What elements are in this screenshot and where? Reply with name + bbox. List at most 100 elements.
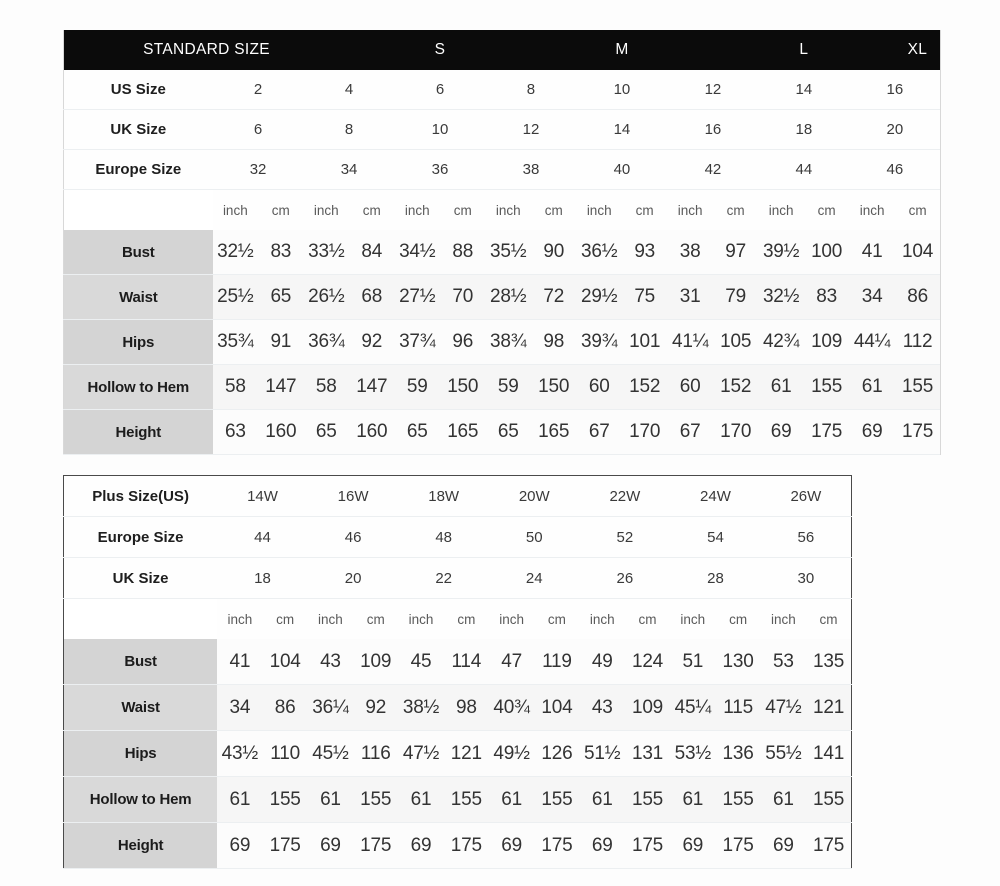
measurement-cell: 65 xyxy=(303,409,350,455)
size-cell: 20 xyxy=(849,109,941,150)
measurement-cell: 41¼ xyxy=(667,319,713,365)
measurement-cell: 49 xyxy=(579,639,625,685)
row-label-waist: Waist xyxy=(63,684,218,731)
measurement-cell: 116 xyxy=(353,730,399,777)
standard-size-table-container: STANDARD SIZE S M L XL US Size 2 4 6 8 10 12 14… xyxy=(63,30,941,455)
size-cell: 34 xyxy=(303,149,395,190)
measurement-cell: 59 xyxy=(394,364,440,410)
unit-label-inch: inch xyxy=(680,611,706,627)
measurement-cell: 175 xyxy=(715,822,761,869)
unit-label-cm: cm xyxy=(366,611,385,627)
measurement-cell: 60 xyxy=(576,364,622,410)
size-cell: 32 xyxy=(212,149,304,190)
unit-label-cm: cm xyxy=(638,611,657,627)
row-label-waist: Waist xyxy=(63,274,213,320)
measurement-cell: 61 xyxy=(579,776,625,823)
table-row: Europe Size 32 34 36 38 40 42 44 46 xyxy=(63,149,941,190)
measurement-cell: 90 xyxy=(530,230,577,275)
unit-label-inch: inch xyxy=(227,611,253,627)
size-cell: 22 xyxy=(398,557,489,599)
measurement-cell: 35¾ xyxy=(212,319,259,365)
size-cell: 24W xyxy=(670,475,761,517)
table-row: Height 63 160 65 160 65 165 65 165 67 170 67 170 69 17… xyxy=(63,409,941,455)
unit-label-cm: cm xyxy=(635,202,654,218)
size-cell: 52 xyxy=(579,516,671,558)
measurement-cell: 61 xyxy=(760,776,807,823)
measurement-cell: 47½ xyxy=(398,730,444,777)
measurement-cell: 115 xyxy=(715,684,761,731)
measurement-cell: 124 xyxy=(624,639,671,685)
measurement-cell: 112 xyxy=(894,319,941,365)
measurement-cell: 109 xyxy=(624,684,671,731)
unit-label-cm: cm xyxy=(547,611,566,627)
measurement-cell: 69 xyxy=(670,822,716,869)
measurement-cell: 155 xyxy=(443,776,489,823)
measurement-cell: 104 xyxy=(894,230,941,275)
measurement-cell: 104 xyxy=(262,639,308,685)
measurement-cell: 58 xyxy=(303,364,350,410)
measurement-cell: 69 xyxy=(760,822,807,869)
table-row: UK Size 18 20 22 24 26 28 30 xyxy=(63,557,852,599)
table-row: Waist 34 86 36¼ 92 38½ 98 40¾ 104 43 109 45¼ 115 47½ 1… xyxy=(63,684,852,731)
standard-size-title: STANDARD SIZE xyxy=(63,30,350,70)
measurement-cell: 75 xyxy=(621,274,668,320)
measurement-cell: 175 xyxy=(443,822,489,869)
measurement-cell: 34½ xyxy=(394,230,440,275)
measurement-cell: 96 xyxy=(440,319,486,365)
unit-label-inch: inch xyxy=(859,202,885,218)
standard-size-header-band: STANDARD SIZE S M L XL xyxy=(63,30,941,70)
size-cell: 44 xyxy=(758,149,850,190)
table-row: Height 69 175 69 175 69 175 69 175 69 175 69 175 69 17… xyxy=(63,822,852,869)
measurement-cell: 65 xyxy=(485,409,531,455)
size-group-header-l: L xyxy=(712,30,895,70)
size-cell: 8 xyxy=(303,109,395,150)
size-group-header-xl: XL xyxy=(894,30,941,70)
measurement-cell: 43 xyxy=(579,684,625,731)
measurement-cell: 126 xyxy=(534,730,580,777)
unit-label-inch: inch xyxy=(313,202,339,218)
size-cell: 56 xyxy=(760,516,852,558)
measurement-cell: 175 xyxy=(534,822,580,869)
unit-label-cm: cm xyxy=(276,611,295,627)
standard-size-table-body: US Size 2 4 6 8 10 12 14 16 UK Size 6 8 10 12 14 16 18 20… xyxy=(63,70,941,455)
measurement-cell: 67 xyxy=(667,409,713,455)
table-row: Hollow to Hem 61 155 61 155 61 155 61 155 61 155 61… xyxy=(63,776,852,823)
unit-label-inch: inch xyxy=(768,202,794,218)
measurement-cell: 98 xyxy=(443,684,489,731)
size-cell: 10 xyxy=(576,70,668,110)
size-cell: 4 xyxy=(303,70,395,110)
measurement-cell: 91 xyxy=(258,319,304,365)
measurement-cell: 61 xyxy=(670,776,716,823)
measurement-cell: 61 xyxy=(307,776,354,823)
measurement-cell: 155 xyxy=(353,776,399,823)
measurement-cell: 155 xyxy=(262,776,308,823)
measurement-cell: 109 xyxy=(803,319,850,365)
size-cell: 14W xyxy=(217,475,308,517)
size-cell: 46 xyxy=(307,516,399,558)
row-label-europe-size: Europe Size xyxy=(63,516,218,558)
measurement-cell: 43 xyxy=(307,639,354,685)
unit-label-cm: cm xyxy=(819,611,838,627)
measurement-cell: 26½ xyxy=(303,274,350,320)
measurement-cell: 141 xyxy=(806,730,852,777)
measurement-cell: 155 xyxy=(803,364,850,410)
row-label-bust: Bust xyxy=(63,230,213,275)
measurement-cell: 147 xyxy=(258,364,304,410)
unit-label-inch: inch xyxy=(495,202,521,218)
measurement-cell: 29½ xyxy=(576,274,622,320)
measurement-cell: 53 xyxy=(760,639,807,685)
table-row: US Size 2 4 6 8 10 12 14 16 xyxy=(63,70,941,110)
unit-label-cm: cm xyxy=(817,202,836,218)
unit-label-inch: inch xyxy=(222,202,248,218)
unit-label-cm: cm xyxy=(362,202,381,218)
measurement-cell: 119 xyxy=(534,639,580,685)
measurement-cell: 69 xyxy=(579,822,625,869)
plus-size-table: Plus Size(US) 14W 16W 18W 20W 22W 24W 26W Europe… xyxy=(63,475,852,869)
measurement-cell: 61 xyxy=(849,364,895,410)
table-row: Bust 41 104 43 109 45 114 47 119 49 124 51 130 53 135 xyxy=(63,639,852,685)
measurement-cell: 155 xyxy=(894,364,941,410)
measurement-cell: 61 xyxy=(758,364,804,410)
measurement-cell: 84 xyxy=(349,230,395,275)
measurement-cell: 98 xyxy=(530,319,577,365)
table-row: Hollow to Hem 58 147 58 147 59 150 59 150 60 152 60… xyxy=(63,364,941,410)
